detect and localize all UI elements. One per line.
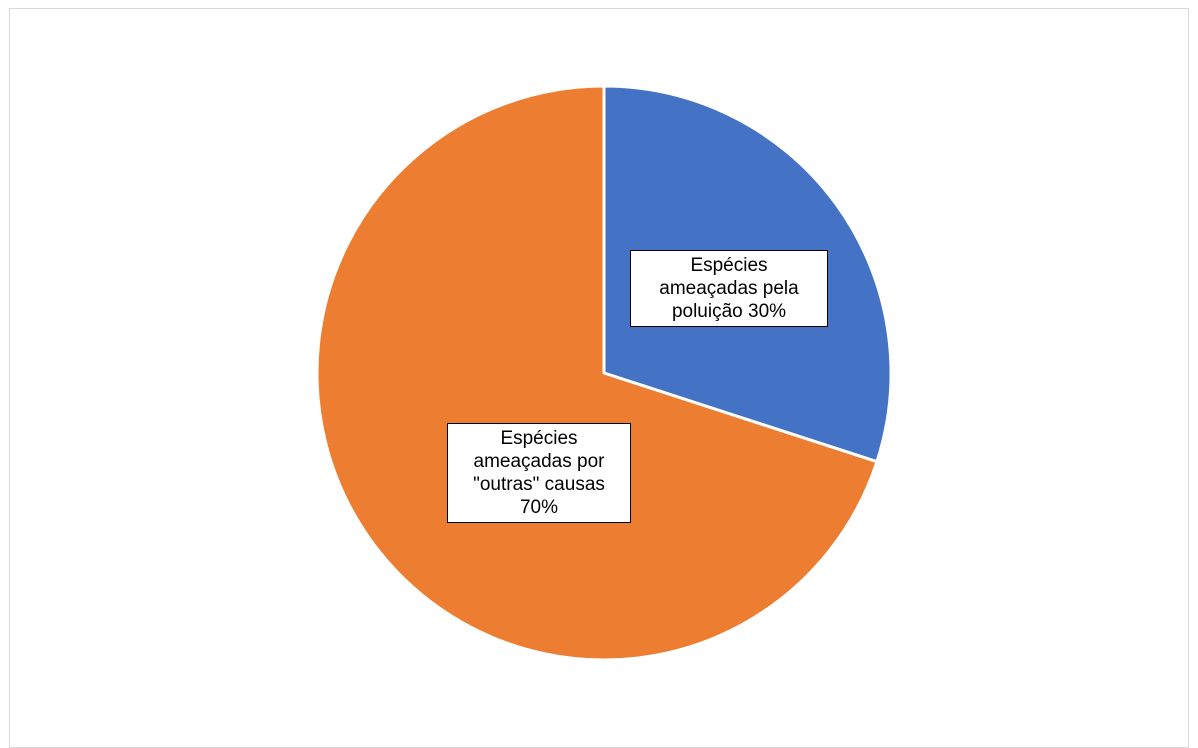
pie-chart bbox=[315, 84, 893, 662]
data-label-pollution: Espécies ameaçadas pela poluição 30% bbox=[630, 250, 828, 327]
data-label-other-causes: Espécies ameaçadas por "outras" causas 7… bbox=[447, 423, 631, 523]
pie-slices bbox=[315, 84, 893, 662]
